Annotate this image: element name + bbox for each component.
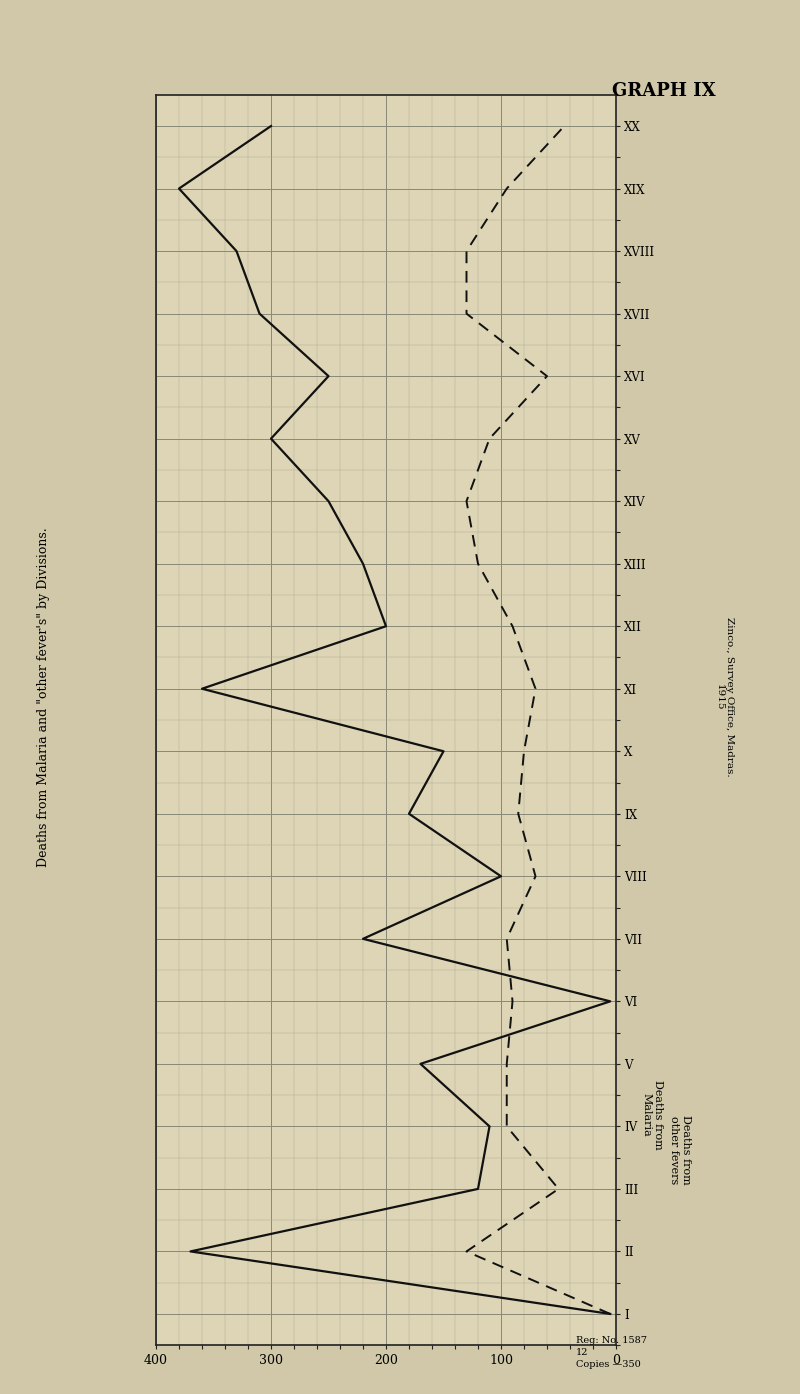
Text: Deaths from Malaria and "other fever's" by Divisions.: Deaths from Malaria and "other fever's" … (38, 527, 50, 867)
Text: Deaths from
other fevers: Deaths from other fevers (669, 1115, 690, 1185)
Text: Zinco., Survey Office, Madras.
1915: Zinco., Survey Office, Madras. 1915 (714, 618, 734, 776)
Text: Deaths from
Malaria: Deaths from Malaria (642, 1080, 662, 1150)
Text: Reg: No. 1587
12
Copies —350: Reg: No. 1587 12 Copies —350 (576, 1337, 647, 1369)
Text: GRAPH IX: GRAPH IX (612, 82, 716, 99)
